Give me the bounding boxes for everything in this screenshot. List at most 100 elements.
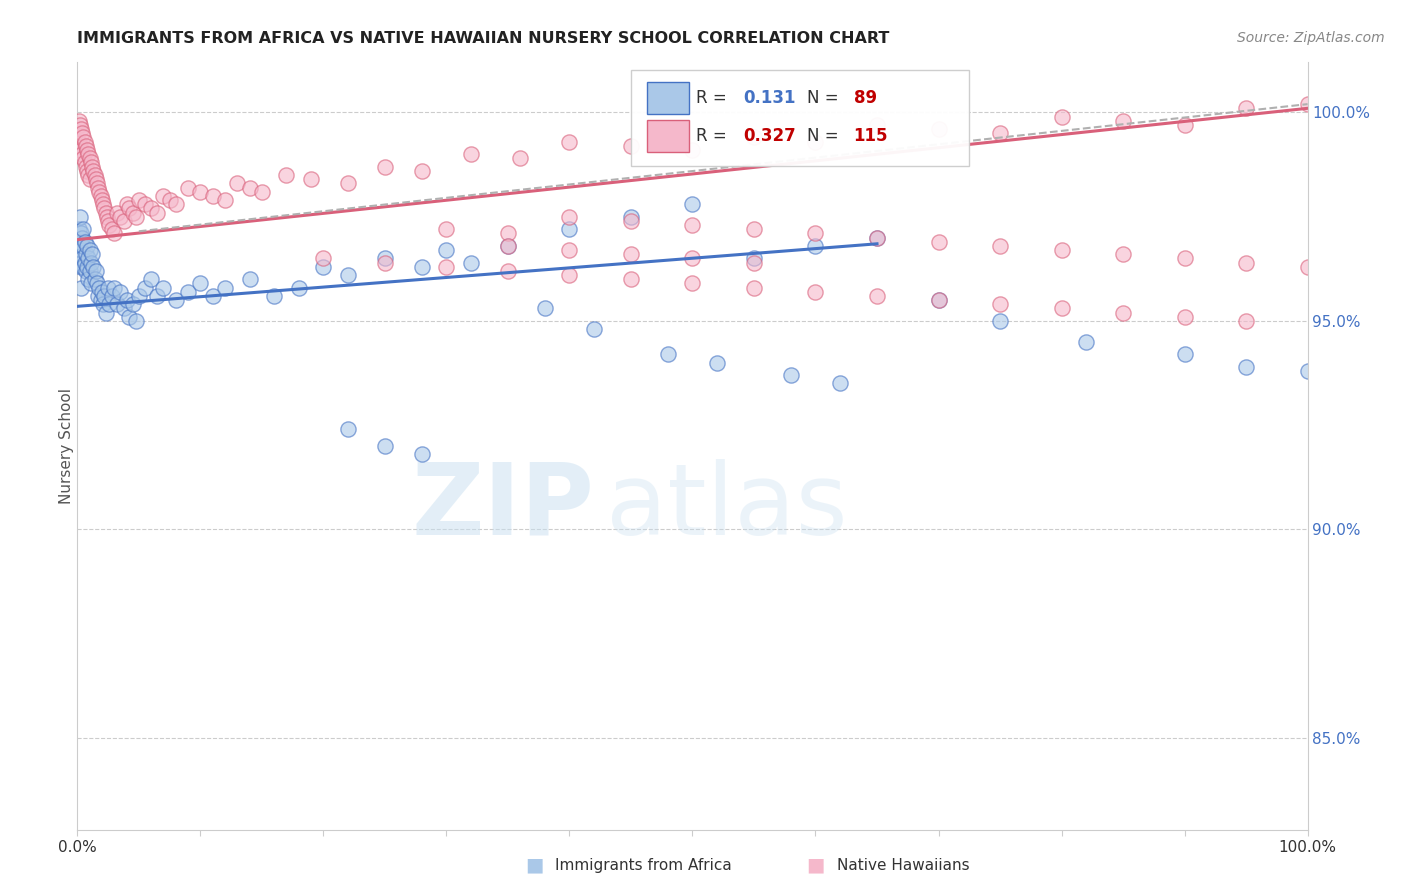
Point [1296, 260, 1319, 274]
Point [558, 243, 581, 257]
Point [152, 189, 174, 203]
Point [1174, 118, 1197, 132]
Point [165, 197, 187, 211]
Point [82, 164, 104, 178]
FancyBboxPatch shape [647, 120, 689, 153]
Point [134, 280, 156, 294]
Point [69, 118, 91, 132]
Point [67, 113, 90, 128]
Point [97, 214, 120, 228]
Point [82, 160, 104, 174]
Point [411, 164, 433, 178]
FancyBboxPatch shape [631, 70, 969, 166]
Point [1174, 252, 1197, 266]
Point [299, 172, 322, 186]
Point [276, 168, 298, 182]
Point [312, 260, 335, 274]
Point [112, 214, 135, 228]
Point [79, 264, 101, 278]
Point [804, 239, 827, 253]
Point [73, 155, 96, 169]
Point [1234, 314, 1257, 328]
Point [496, 264, 519, 278]
Point [1174, 347, 1197, 361]
Point [72, 239, 94, 253]
Point [988, 314, 1011, 328]
Point [69, 235, 91, 249]
Point [72, 222, 94, 236]
Point [620, 210, 643, 224]
Point [70, 243, 93, 257]
Point [134, 197, 156, 211]
Text: atlas: atlas [606, 458, 848, 556]
Point [141, 272, 163, 286]
Point [239, 180, 262, 194]
Point [146, 205, 169, 219]
Point [337, 268, 360, 282]
Point [70, 260, 93, 274]
Point [250, 185, 273, 199]
Point [1234, 255, 1257, 269]
Point [75, 160, 97, 174]
Point [496, 227, 519, 241]
Point [780, 368, 803, 383]
Point [72, 260, 94, 274]
Point [152, 280, 174, 294]
Point [188, 277, 212, 291]
Point [80, 277, 103, 291]
Point [90, 285, 114, 299]
Point [558, 210, 581, 224]
Point [93, 289, 115, 303]
Point [67, 135, 90, 149]
Point [988, 126, 1011, 140]
Y-axis label: Nursery School: Nursery School [59, 388, 73, 504]
Point [496, 239, 519, 253]
Point [620, 272, 643, 286]
Point [84, 172, 107, 186]
Point [742, 255, 765, 269]
Point [165, 293, 187, 307]
Point [177, 285, 200, 299]
Point [90, 193, 114, 207]
Point [80, 155, 103, 169]
Point [411, 447, 433, 461]
Point [80, 255, 103, 269]
Point [72, 130, 94, 145]
Point [121, 205, 143, 219]
Point [69, 210, 91, 224]
Point [141, 202, 163, 216]
Text: N =: N = [807, 127, 844, 145]
Text: N =: N = [807, 88, 844, 107]
Point [682, 277, 704, 291]
Point [67, 222, 90, 236]
Point [682, 143, 704, 157]
Point [1234, 101, 1257, 115]
Point [86, 177, 108, 191]
Text: 115: 115 [853, 127, 889, 145]
Point [72, 151, 94, 165]
Point [337, 177, 360, 191]
Point [1234, 359, 1257, 374]
Point [103, 280, 125, 294]
Point [866, 230, 889, 244]
Text: R =: R = [696, 127, 733, 145]
Point [804, 227, 827, 241]
Point [201, 189, 224, 203]
Text: Source: ZipAtlas.com: Source: ZipAtlas.com [1237, 31, 1385, 45]
Point [77, 252, 100, 266]
Point [110, 210, 132, 224]
Point [76, 260, 98, 274]
Point [374, 439, 396, 453]
Point [436, 222, 458, 236]
Point [96, 210, 118, 224]
Point [121, 297, 143, 311]
Point [214, 280, 236, 294]
Point [682, 252, 704, 266]
Point [69, 138, 91, 153]
Point [98, 297, 121, 311]
Point [118, 310, 141, 324]
Point [830, 376, 852, 391]
Point [115, 293, 138, 307]
Point [79, 151, 101, 165]
Point [105, 205, 128, 219]
